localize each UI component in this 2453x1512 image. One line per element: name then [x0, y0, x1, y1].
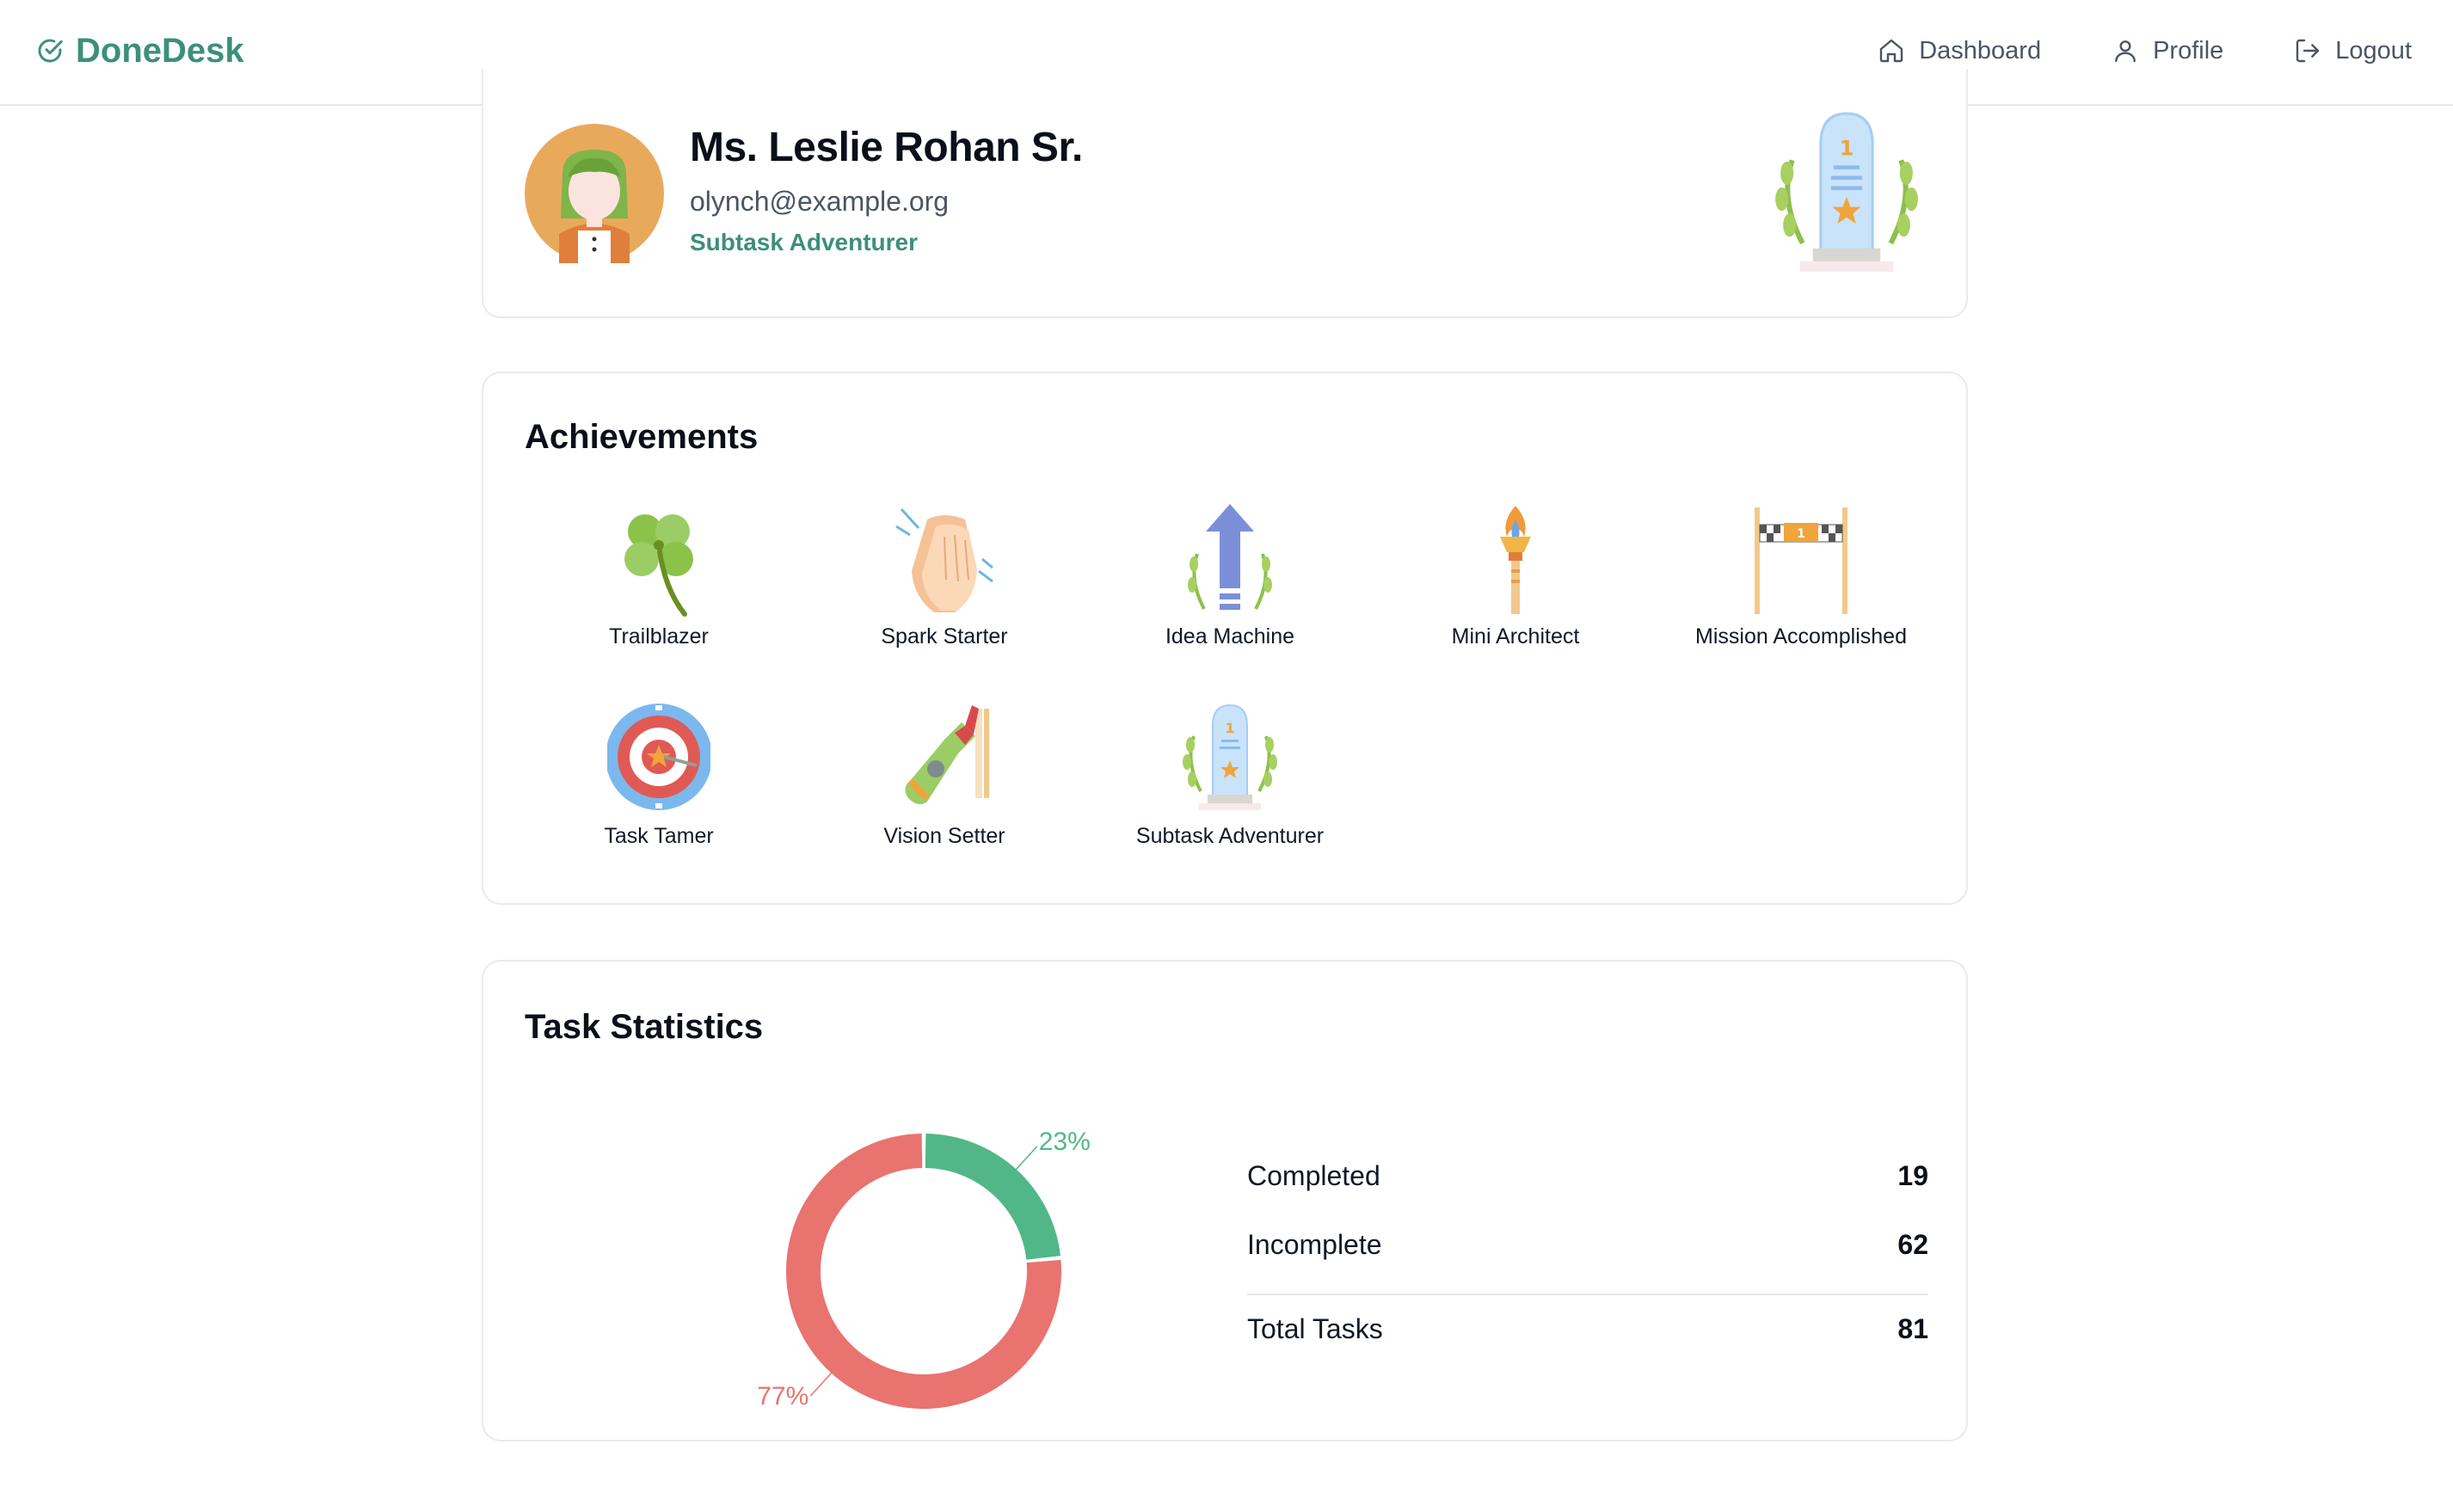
nav-dashboard-label: Dashboard: [1919, 36, 2042, 65]
trophy-icon: 1: [1183, 704, 1277, 810]
achievement-task-tamer[interactable]: Task Tamer: [516, 702, 802, 874]
svg-text:1: 1: [1840, 136, 1854, 160]
achievement-idea-machine[interactable]: Idea Machine: [1087, 502, 1373, 674]
target-icon: [607, 704, 710, 810]
check-circle-icon: [38, 39, 63, 63]
donut-slice-completed: [925, 1134, 1061, 1260]
stat-row-completed: Completed 19: [1247, 1154, 1928, 1197]
donut-leader-line: [809, 1370, 834, 1397]
torch-icon: [1500, 506, 1531, 614]
brand-logo[interactable]: DoneDesk: [36, 29, 244, 72]
achievements-title: Achievements: [525, 418, 759, 456]
stat-row-total: Total Tasks 81: [1247, 1307, 1928, 1350]
stat-row-incomplete: Incomplete 62: [1247, 1223, 1928, 1266]
finish-line-icon: 1: [1755, 507, 1847, 614]
nav-profile-label: Profile: [2153, 36, 2224, 65]
nav-logout-label: Logout: [2335, 36, 2412, 65]
stat-label: Total Tasks: [1247, 1312, 1383, 1344]
nav-links: Dashboard Profile Logout: [1878, 29, 2412, 72]
donut-leader-line: [1013, 1146, 1038, 1172]
brand-name: DoneDesk: [76, 31, 244, 70]
task-donut-chart: 23% 77%: [757, 1128, 1091, 1411]
achievement-mini-architect[interactable]: Mini Architect: [1373, 502, 1658, 674]
upward-arrow-laurel-icon: [1188, 504, 1272, 610]
achievement-subtask-adventurer[interactable]: 1 Subtask Adventurer: [1087, 702, 1373, 874]
achievement-label: Subtask Adventurer: [1135, 824, 1325, 848]
profile-card: Ms. Leslie Rohan Sr. olynch@example.org …: [482, 69, 1968, 318]
nav-profile-link[interactable]: Profile: [2112, 37, 2223, 65]
svg-text:1: 1: [1797, 527, 1805, 541]
achievement-label: Trailblazer: [609, 624, 709, 648]
achievement-label: Spark Starter: [881, 624, 1008, 648]
achievement-label: Mission Accomplished: [1695, 624, 1907, 648]
user-icon: [2115, 40, 2136, 63]
achievement-label: Vision Setter: [883, 824, 1005, 848]
achievement-label: Idea Machine: [1165, 624, 1295, 648]
profile-email: olynch@example.org: [690, 186, 950, 217]
achievement-label: Task Tamer: [604, 824, 714, 848]
stat-label: Incomplete: [1247, 1228, 1382, 1260]
task-statistics-title: Task Statistics: [525, 1008, 764, 1046]
achievement-label: Mini Architect: [1451, 624, 1580, 648]
task-statistics-card: Task Statistics 23% 77% Completed 19 Inco…: [482, 960, 1968, 1441]
svg-text:1: 1: [1225, 720, 1234, 736]
stat-label: Completed: [1247, 1159, 1380, 1191]
achievement-mission-accomplished[interactable]: 1 Mission Accomplished: [1658, 502, 1944, 674]
stat-value: 19: [1897, 1159, 1928, 1191]
donut-percent-label: 77%: [757, 1382, 808, 1411]
profile-title: Subtask Adventurer: [690, 229, 919, 255]
stat-value: 81: [1897, 1312, 1928, 1344]
achievement-vision-setter[interactable]: Vision Setter: [802, 702, 1087, 874]
stats-divider: [1247, 1294, 1928, 1295]
profile-name: Ms. Leslie Rohan Sr.: [690, 125, 1083, 170]
logout-icon: [2296, 39, 2320, 63]
home-icon: [1880, 39, 1903, 63]
four-leaf-clover-icon: [624, 514, 693, 617]
trophy-icon: 1: [1775, 112, 1918, 272]
clapping-hands-icon: [895, 507, 993, 612]
stat-value: 62: [1897, 1228, 1928, 1260]
donut-percent-label: 23%: [1039, 1128, 1091, 1156]
nav-logout-link[interactable]: Logout: [2294, 37, 2412, 65]
girl-avatar-icon: [525, 124, 664, 263]
achievement-spark-starter[interactable]: Spark Starter: [802, 502, 1087, 674]
nav-dashboard-link[interactable]: Dashboard: [1878, 37, 2041, 65]
champagne-icon: [905, 705, 989, 805]
achievement-trailblazer[interactable]: Trailblazer: [516, 502, 802, 674]
achievements-card: Achievements Trailblazer Spark Starter: [482, 372, 1968, 905]
